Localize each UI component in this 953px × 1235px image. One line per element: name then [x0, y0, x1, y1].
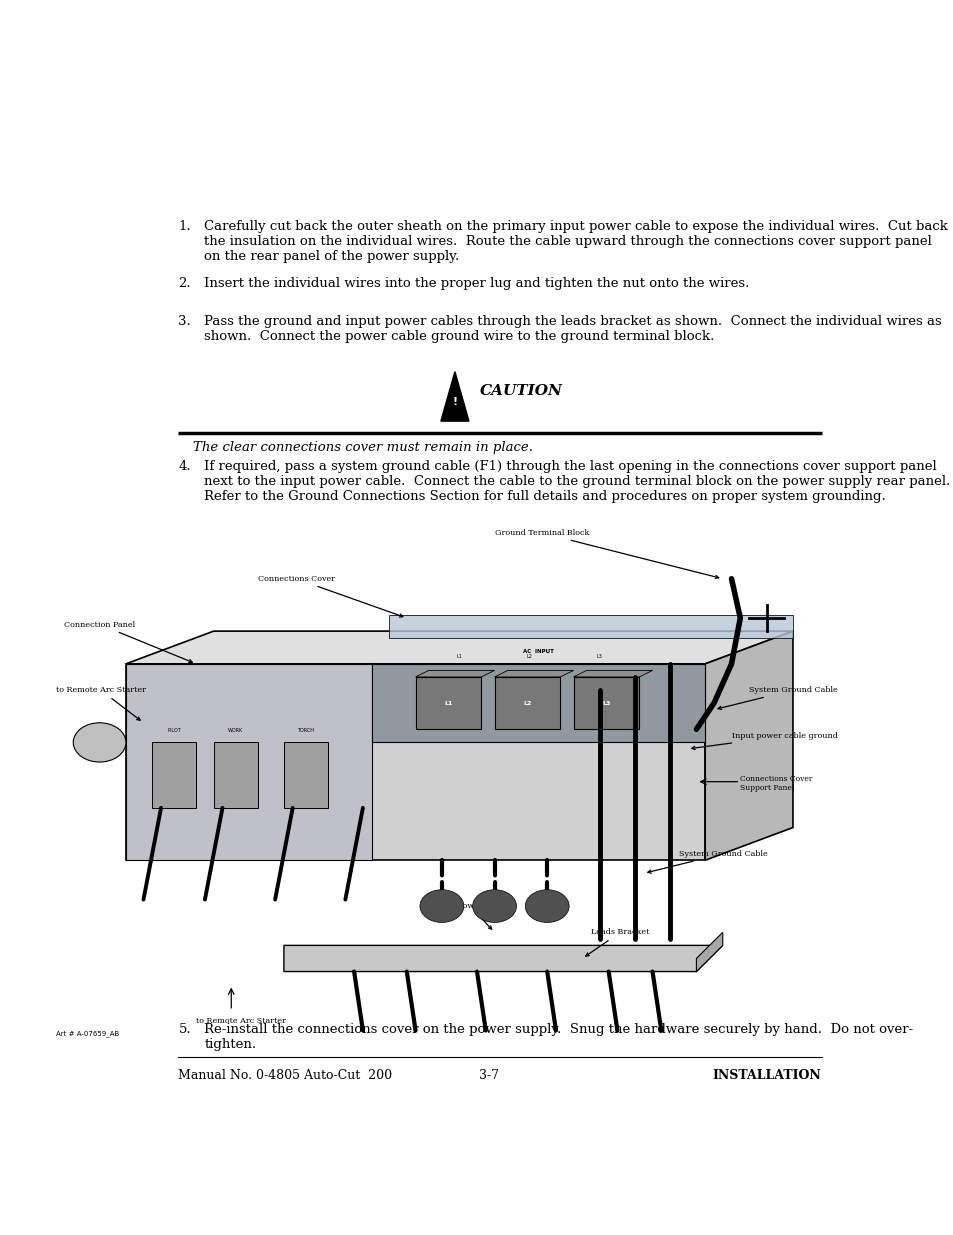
Text: Input power cable ground: Input power cable ground [691, 732, 837, 750]
Text: The clear connections cover must remain in place.: The clear connections cover must remain … [193, 441, 533, 454]
Text: System Ground Cable: System Ground Cable [718, 685, 837, 709]
Text: Insert the individual wires into the proper lug and tighten the nut onto the wir: Insert the individual wires into the pro… [204, 277, 749, 289]
Text: Art # A-07659_AB: Art # A-07659_AB [55, 1030, 119, 1037]
Text: WORK: WORK [228, 727, 243, 732]
Polygon shape [494, 671, 573, 677]
Text: CAUTION: CAUTION [479, 384, 562, 398]
Text: to Remote Arc Starter: to Remote Arc Starter [55, 685, 146, 720]
Polygon shape [416, 677, 481, 730]
Polygon shape [126, 664, 704, 861]
Text: 2.: 2. [178, 277, 191, 289]
Polygon shape [494, 677, 559, 730]
Polygon shape [416, 671, 494, 677]
Text: 3.: 3. [178, 315, 191, 327]
Polygon shape [573, 677, 639, 730]
Text: 4.: 4. [178, 461, 191, 473]
Text: Leads Bracket: Leads Bracket [585, 929, 649, 956]
Text: L3: L3 [601, 700, 610, 705]
Text: Carefully cut back the outer sheath on the primary input power cable to expose t: Carefully cut back the outer sheath on t… [204, 220, 947, 263]
Circle shape [73, 722, 126, 762]
Text: 5.: 5. [178, 1023, 191, 1036]
Polygon shape [440, 372, 469, 421]
Polygon shape [284, 742, 328, 808]
Text: TORCH: TORCH [297, 727, 314, 732]
Polygon shape [152, 742, 196, 808]
Text: If required, pass a system ground cable (F1) through the last opening in the con: If required, pass a system ground cable … [204, 461, 949, 503]
Polygon shape [389, 615, 792, 637]
Text: Connections Cover: Connections Cover [257, 574, 402, 618]
Text: Ground Terminal Block: Ground Terminal Block [494, 529, 718, 578]
Text: Input power cable: Input power cable [433, 902, 507, 929]
Text: L2: L2 [523, 700, 531, 705]
Circle shape [525, 889, 569, 923]
Polygon shape [696, 932, 722, 972]
Polygon shape [284, 945, 722, 972]
Text: Connection Panel: Connection Panel [65, 620, 193, 662]
Circle shape [419, 889, 463, 923]
Text: AC  INPUT: AC INPUT [522, 650, 554, 655]
Polygon shape [126, 664, 372, 861]
Text: !: ! [452, 398, 457, 408]
Polygon shape [704, 631, 792, 861]
Text: INSTALLATION: INSTALLATION [712, 1070, 821, 1082]
Text: Pass the ground and input power cables through the leads bracket as shown.  Conn: Pass the ground and input power cables t… [204, 315, 941, 342]
Text: L2: L2 [526, 653, 532, 658]
Text: to Remote Arc Starter: to Remote Arc Starter [196, 1018, 286, 1025]
Text: 3-7: 3-7 [478, 1070, 498, 1082]
Text: 1.: 1. [178, 220, 191, 232]
Text: Manual No. 0-4805 Auto-Cut  200: Manual No. 0-4805 Auto-Cut 200 [178, 1070, 392, 1082]
Text: PILOT: PILOT [167, 727, 181, 732]
Text: L1: L1 [456, 653, 462, 658]
Text: L1: L1 [444, 700, 452, 705]
Text: Re-install the connections cover on the power supply.  Snug the hardware securel: Re-install the connections cover on the … [204, 1023, 913, 1051]
Polygon shape [573, 671, 652, 677]
Polygon shape [372, 664, 704, 742]
Text: Connections Cover
Support Panel: Connections Cover Support Panel [740, 776, 812, 793]
Text: System Ground Cable: System Ground Cable [647, 850, 767, 873]
Polygon shape [213, 742, 257, 808]
Text: L3: L3 [597, 653, 602, 658]
Polygon shape [126, 631, 792, 664]
Circle shape [472, 889, 516, 923]
